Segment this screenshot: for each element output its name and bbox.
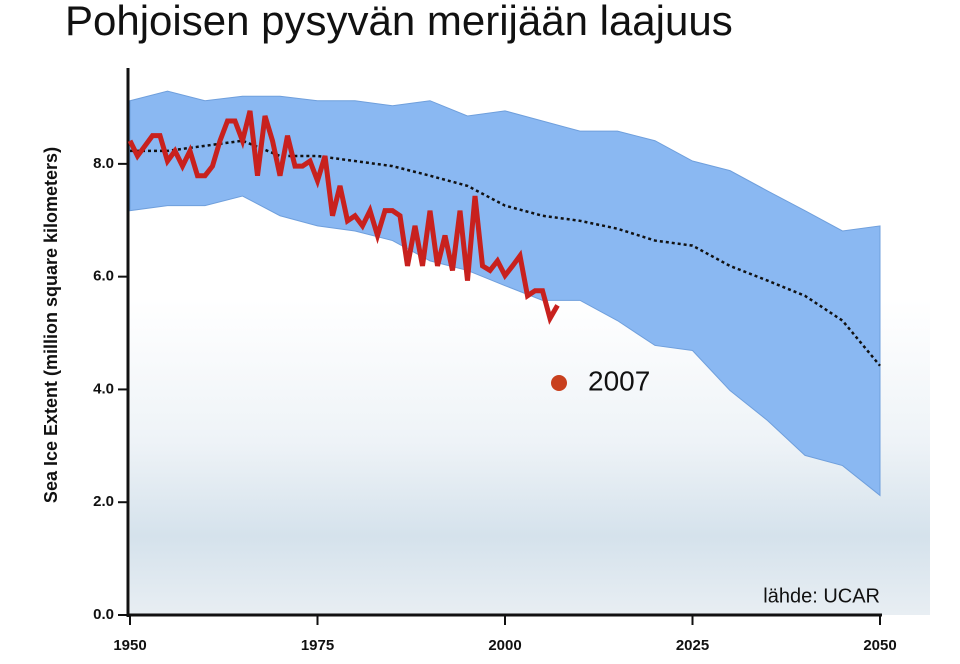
y-tick-label: 4.0 xyxy=(93,380,114,397)
x-tick-label: 2000 xyxy=(488,637,521,654)
y-axis-label: Sea Ice Extent (million square kilometer… xyxy=(41,147,61,503)
projection-band xyxy=(129,90,881,497)
observed-line xyxy=(127,110,560,325)
annotation-dot xyxy=(551,375,567,391)
y-tick-label: 2.0 xyxy=(93,493,114,510)
y-tick-label: 0.0 xyxy=(93,606,114,623)
chart-title: Pohjoisen pysyvän merijään laajuus xyxy=(65,0,733,44)
x-tick-label: 2050 xyxy=(863,637,896,654)
y-tick-label: 8.0 xyxy=(93,155,114,172)
annotation: 2007 xyxy=(588,365,650,396)
source: lähde: UCAR xyxy=(763,585,880,607)
x-tick-label: 1975 xyxy=(301,637,334,654)
y-tick-label: 6.0 xyxy=(93,268,114,285)
x-tick-label: 1950 xyxy=(113,637,146,654)
x-tick-label: 2025 xyxy=(676,637,709,654)
